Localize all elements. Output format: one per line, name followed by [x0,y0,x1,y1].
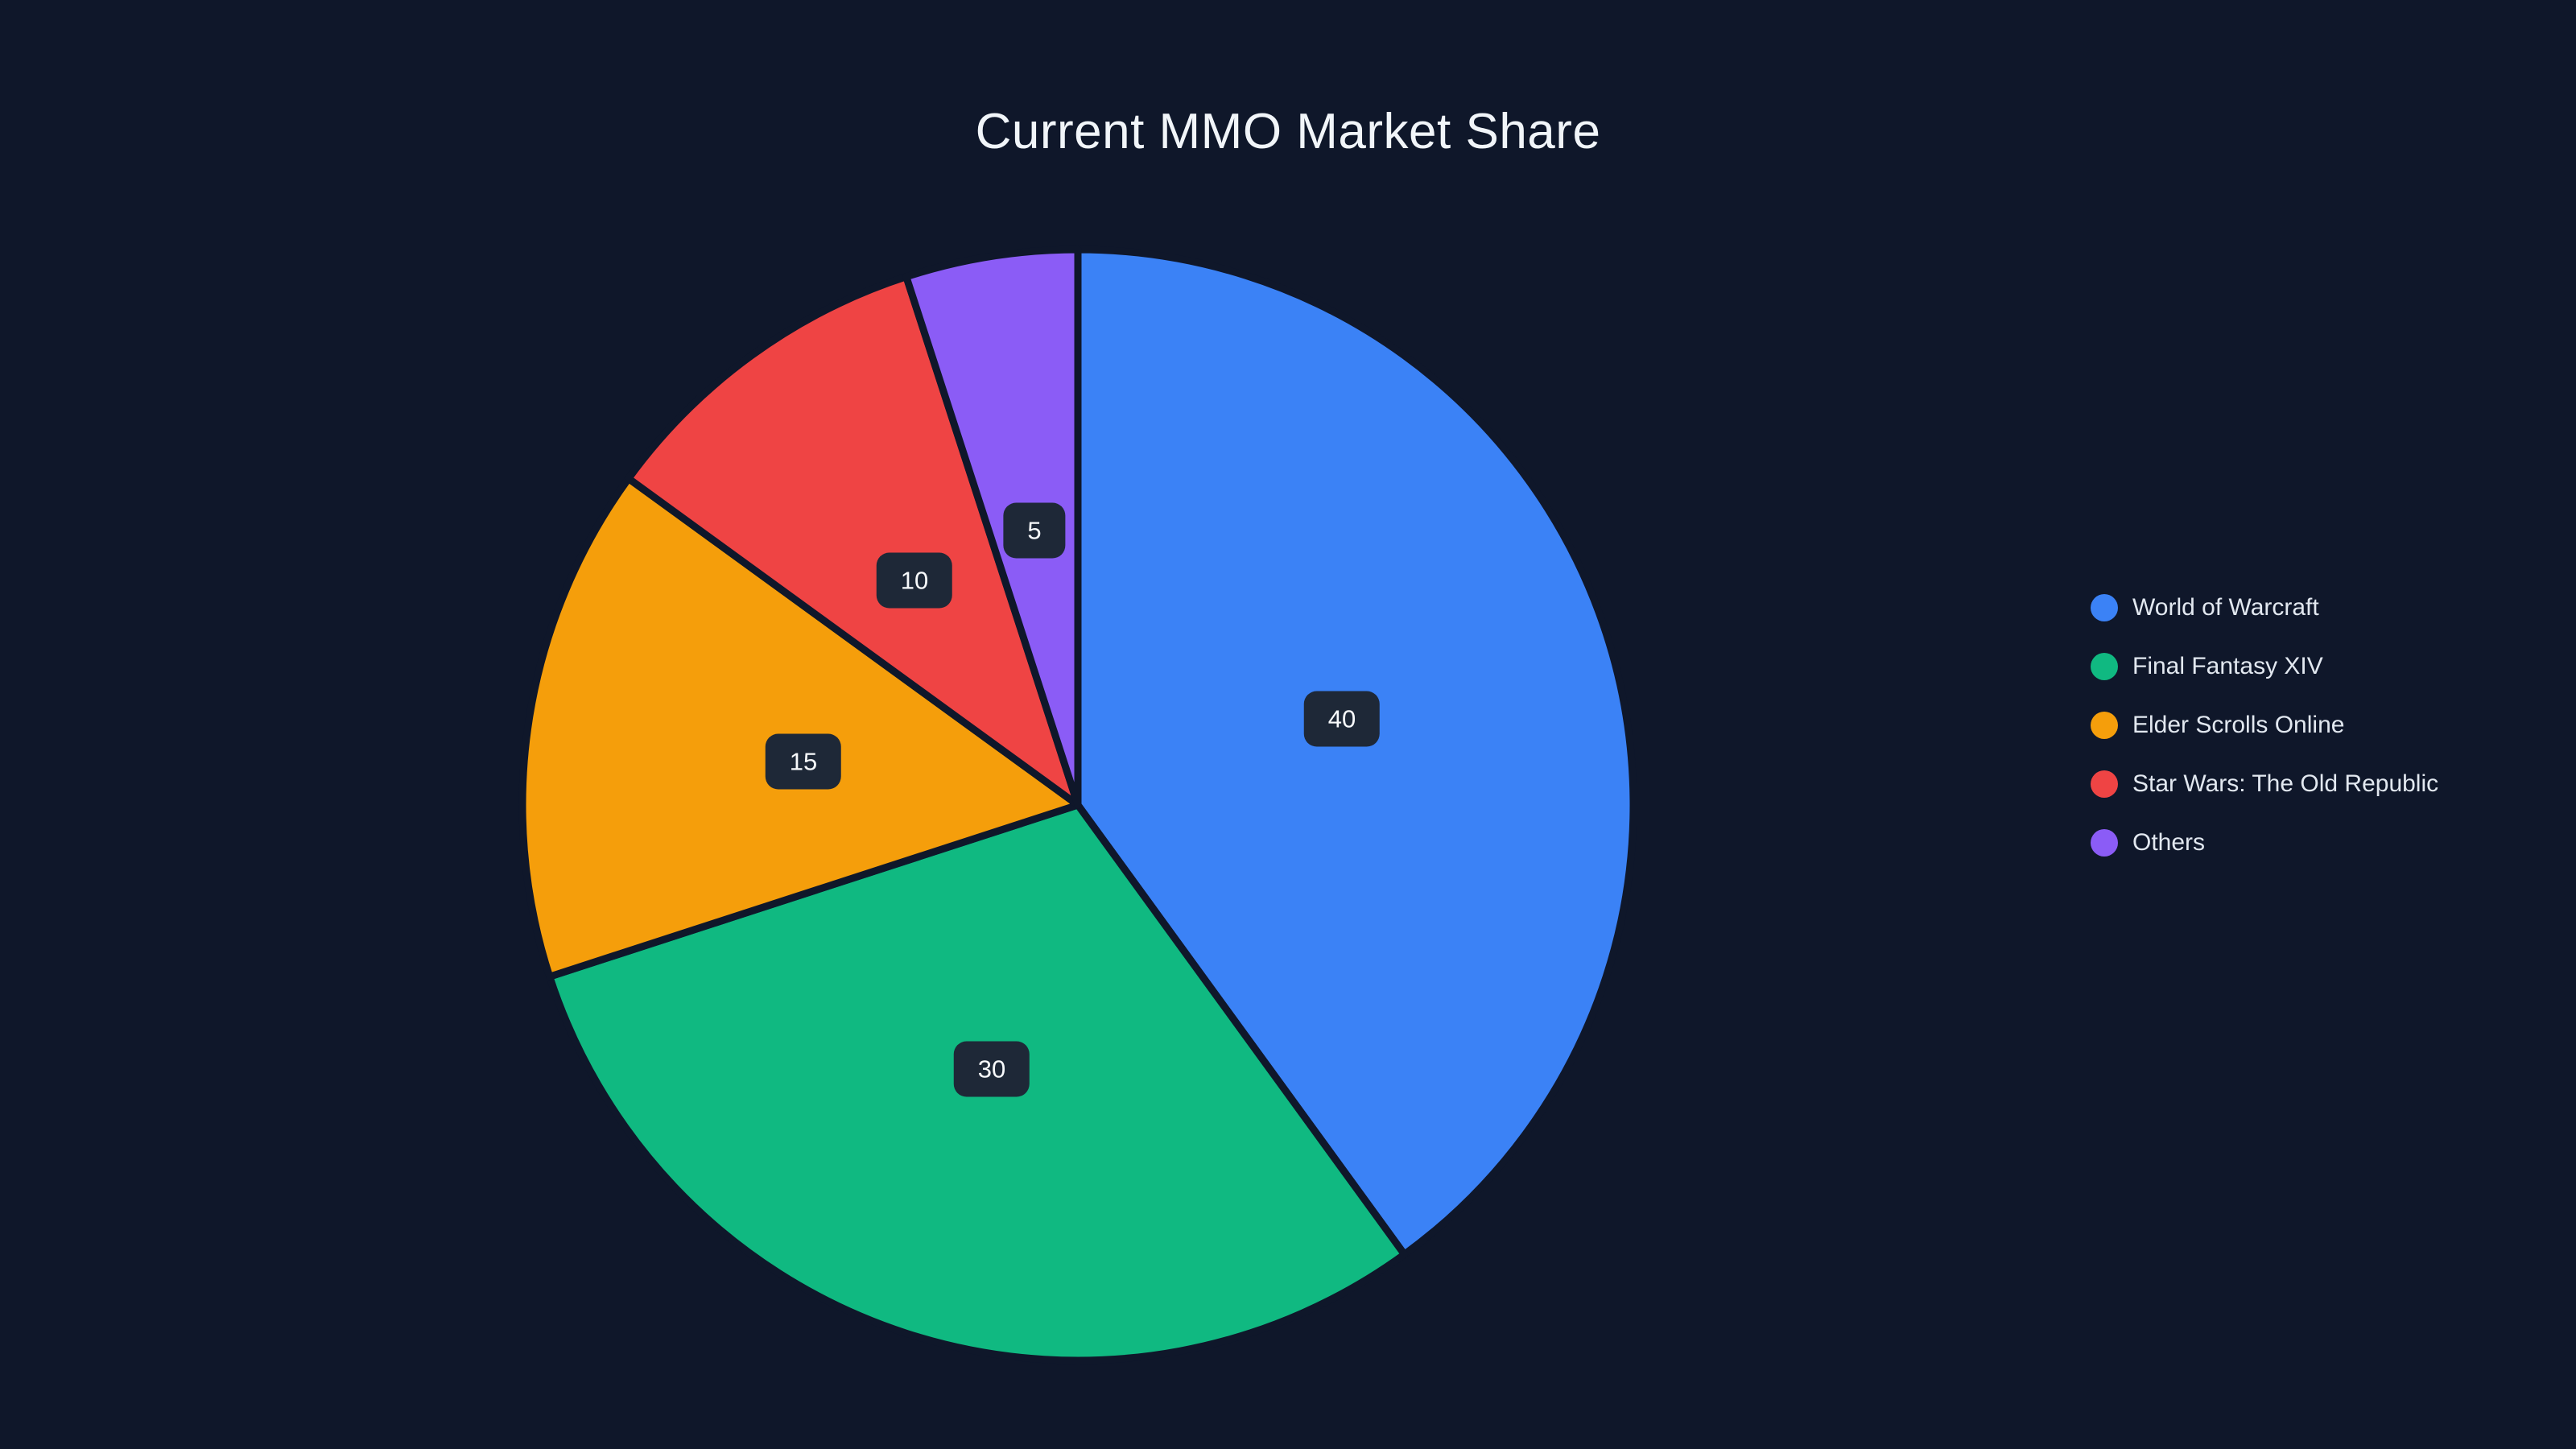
chart-title: Current MMO Market Share [975,104,1601,159]
legend-label: Others [2132,829,2206,856]
pie-slice-others[interactable] [902,246,1082,809]
legend-item-elder-scrolls-online[interactable]: Elder Scrolls Online [2091,712,2438,739]
legend-item-final-fantasy-xiv[interactable]: Final Fantasy XIV [2091,653,2438,680]
legend-marker-elder-scrolls-online [2091,712,2118,739]
legend-item-others[interactable]: Others [2091,829,2438,857]
legend-marker-star-wars-the-old-republic [2091,770,2118,798]
slice-value-label-star-wars-the-old-republic: 10 [876,552,953,609]
pie-slice-world-of-warcraft[interactable] [1074,246,1637,1258]
legend-marker-others [2091,829,2118,857]
legend-label: World of Warcraft [2132,594,2319,621]
legend-label: Final Fantasy XIV [2132,653,2323,679]
legend: World of Warcraft Final Fantasy XIV Elder … [2091,594,2438,857]
legend-item-world-of-warcraft[interactable]: World of Warcraft [2091,594,2438,621]
pie-slice-star-wars-the-old-republic[interactable] [625,273,1082,809]
legend-marker-world-of-warcraft [2091,594,2118,621]
legend-marker-final-fantasy-xiv [2091,653,2118,680]
legend-label: Elder Scrolls Online [2132,712,2345,738]
slice-value-label-elder-scrolls-online: 15 [765,733,842,790]
slice-value-label-world-of-warcraft: 40 [1303,691,1381,747]
slice-value-label-final-fantasy-xiv: 30 [953,1041,1030,1097]
pie-slice-elder-scrolls-online[interactable] [518,474,1082,980]
legend-item-star-wars-the-old-republic[interactable]: Star Wars: The Old Republic [2091,770,2438,798]
legend-label: Star Wars: The Old Republic [2132,770,2439,797]
slice-value-label-others: 5 [1003,502,1066,559]
